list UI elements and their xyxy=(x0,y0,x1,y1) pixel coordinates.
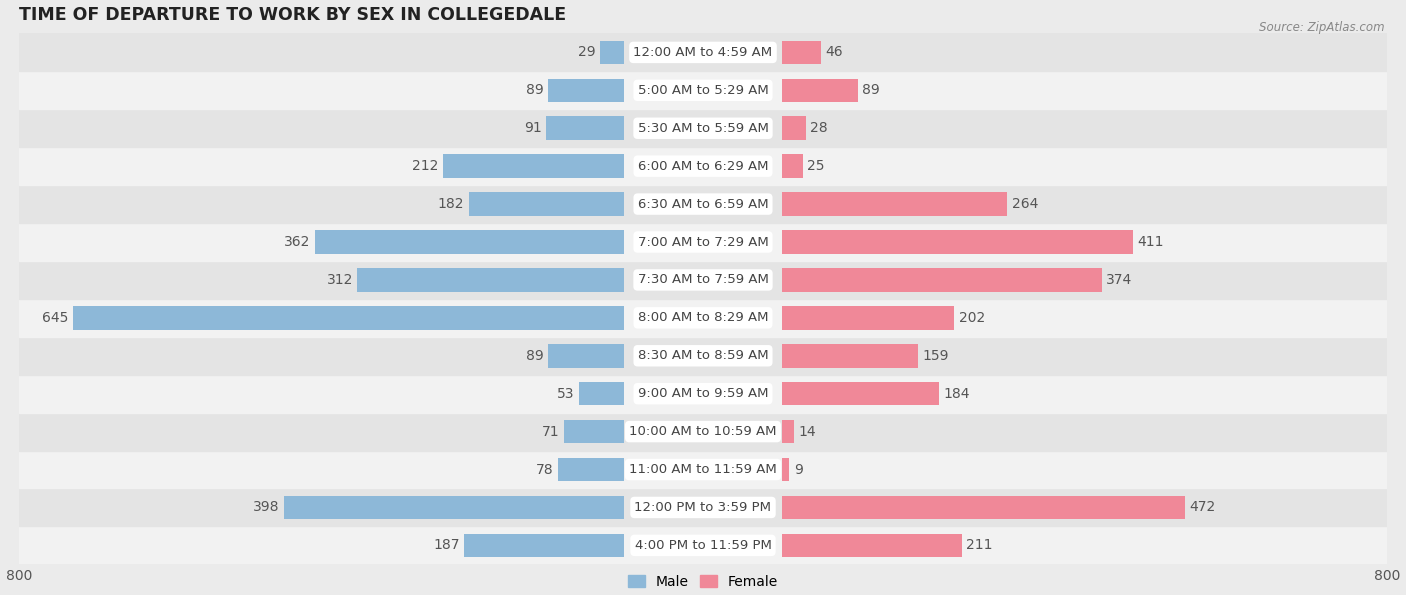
Text: 28: 28 xyxy=(810,121,828,135)
Bar xyxy=(782,155,803,178)
Text: 14: 14 xyxy=(799,425,815,439)
Text: 10:00 AM to 10:59 AM: 10:00 AM to 10:59 AM xyxy=(630,425,776,438)
Bar xyxy=(73,306,624,330)
Text: 8:00 AM to 8:29 AM: 8:00 AM to 8:29 AM xyxy=(638,311,768,324)
Bar xyxy=(782,534,962,557)
Text: 89: 89 xyxy=(862,83,880,98)
Bar xyxy=(782,230,1133,253)
Bar xyxy=(558,458,624,481)
Text: 645: 645 xyxy=(42,311,69,325)
Text: Source: ZipAtlas.com: Source: ZipAtlas.com xyxy=(1260,21,1385,34)
Text: 7:00 AM to 7:29 AM: 7:00 AM to 7:29 AM xyxy=(638,236,768,249)
Bar xyxy=(18,413,1388,450)
Text: 71: 71 xyxy=(541,425,560,439)
Text: 312: 312 xyxy=(326,273,353,287)
Text: 472: 472 xyxy=(1189,500,1216,515)
Text: 89: 89 xyxy=(526,349,544,363)
Bar xyxy=(782,458,789,481)
Text: 362: 362 xyxy=(284,235,311,249)
Bar xyxy=(579,382,624,405)
Bar xyxy=(443,155,624,178)
Bar xyxy=(18,261,1388,299)
Bar xyxy=(782,192,1008,216)
Bar xyxy=(564,420,624,443)
Bar xyxy=(18,147,1388,185)
Bar xyxy=(18,299,1388,337)
Bar xyxy=(357,268,624,292)
Text: 53: 53 xyxy=(557,387,575,400)
Legend: Male, Female: Male, Female xyxy=(623,569,783,594)
Bar xyxy=(782,420,793,443)
Text: 187: 187 xyxy=(433,538,460,552)
Bar xyxy=(284,496,624,519)
Bar xyxy=(18,488,1388,527)
Text: 9:00 AM to 9:59 AM: 9:00 AM to 9:59 AM xyxy=(638,387,768,400)
Bar xyxy=(464,534,624,557)
Bar xyxy=(548,79,624,102)
Bar xyxy=(18,71,1388,109)
Bar xyxy=(18,109,1388,147)
Bar xyxy=(782,496,1185,519)
Bar xyxy=(782,268,1101,292)
Bar xyxy=(18,450,1388,488)
Bar xyxy=(18,527,1388,564)
Text: 78: 78 xyxy=(536,462,554,477)
Text: 5:30 AM to 5:59 AM: 5:30 AM to 5:59 AM xyxy=(637,122,769,134)
Bar xyxy=(18,223,1388,261)
Text: 11:00 AM to 11:59 AM: 11:00 AM to 11:59 AM xyxy=(628,463,778,476)
Text: 4:00 PM to 11:59 PM: 4:00 PM to 11:59 PM xyxy=(634,539,772,552)
Text: 184: 184 xyxy=(943,387,970,400)
Text: 7:30 AM to 7:59 AM: 7:30 AM to 7:59 AM xyxy=(637,274,769,286)
Text: 202: 202 xyxy=(959,311,986,325)
Text: 398: 398 xyxy=(253,500,280,515)
Text: TIME OF DEPARTURE TO WORK BY SEX IN COLLEGEDALE: TIME OF DEPARTURE TO WORK BY SEX IN COLL… xyxy=(18,5,565,24)
Text: 182: 182 xyxy=(437,197,464,211)
Bar xyxy=(548,344,624,368)
Text: 211: 211 xyxy=(966,538,993,552)
Bar xyxy=(18,185,1388,223)
Text: 46: 46 xyxy=(825,45,844,60)
Text: 12:00 PM to 3:59 PM: 12:00 PM to 3:59 PM xyxy=(634,501,772,514)
Bar xyxy=(782,382,939,405)
Bar xyxy=(315,230,624,253)
Bar xyxy=(782,40,821,64)
Text: 5:00 AM to 5:29 AM: 5:00 AM to 5:29 AM xyxy=(638,84,768,97)
Text: 374: 374 xyxy=(1107,273,1132,287)
Text: 264: 264 xyxy=(1012,197,1038,211)
Text: 159: 159 xyxy=(922,349,949,363)
Bar xyxy=(547,117,624,140)
Text: 12:00 AM to 4:59 AM: 12:00 AM to 4:59 AM xyxy=(634,46,772,59)
Bar xyxy=(599,40,624,64)
Bar xyxy=(468,192,624,216)
Bar xyxy=(782,117,806,140)
Text: 91: 91 xyxy=(524,121,543,135)
Text: 411: 411 xyxy=(1137,235,1164,249)
Bar xyxy=(18,375,1388,413)
Text: 25: 25 xyxy=(807,159,825,173)
Text: 6:30 AM to 6:59 AM: 6:30 AM to 6:59 AM xyxy=(638,198,768,211)
Bar xyxy=(18,337,1388,375)
Bar xyxy=(782,306,955,330)
Text: 6:00 AM to 6:29 AM: 6:00 AM to 6:29 AM xyxy=(638,159,768,173)
Bar xyxy=(782,79,858,102)
Text: 9: 9 xyxy=(793,462,803,477)
Text: 89: 89 xyxy=(526,83,544,98)
Text: 212: 212 xyxy=(412,159,439,173)
Bar xyxy=(18,33,1388,71)
Text: 8:30 AM to 8:59 AM: 8:30 AM to 8:59 AM xyxy=(638,349,768,362)
Bar xyxy=(782,344,918,368)
Text: 29: 29 xyxy=(578,45,595,60)
